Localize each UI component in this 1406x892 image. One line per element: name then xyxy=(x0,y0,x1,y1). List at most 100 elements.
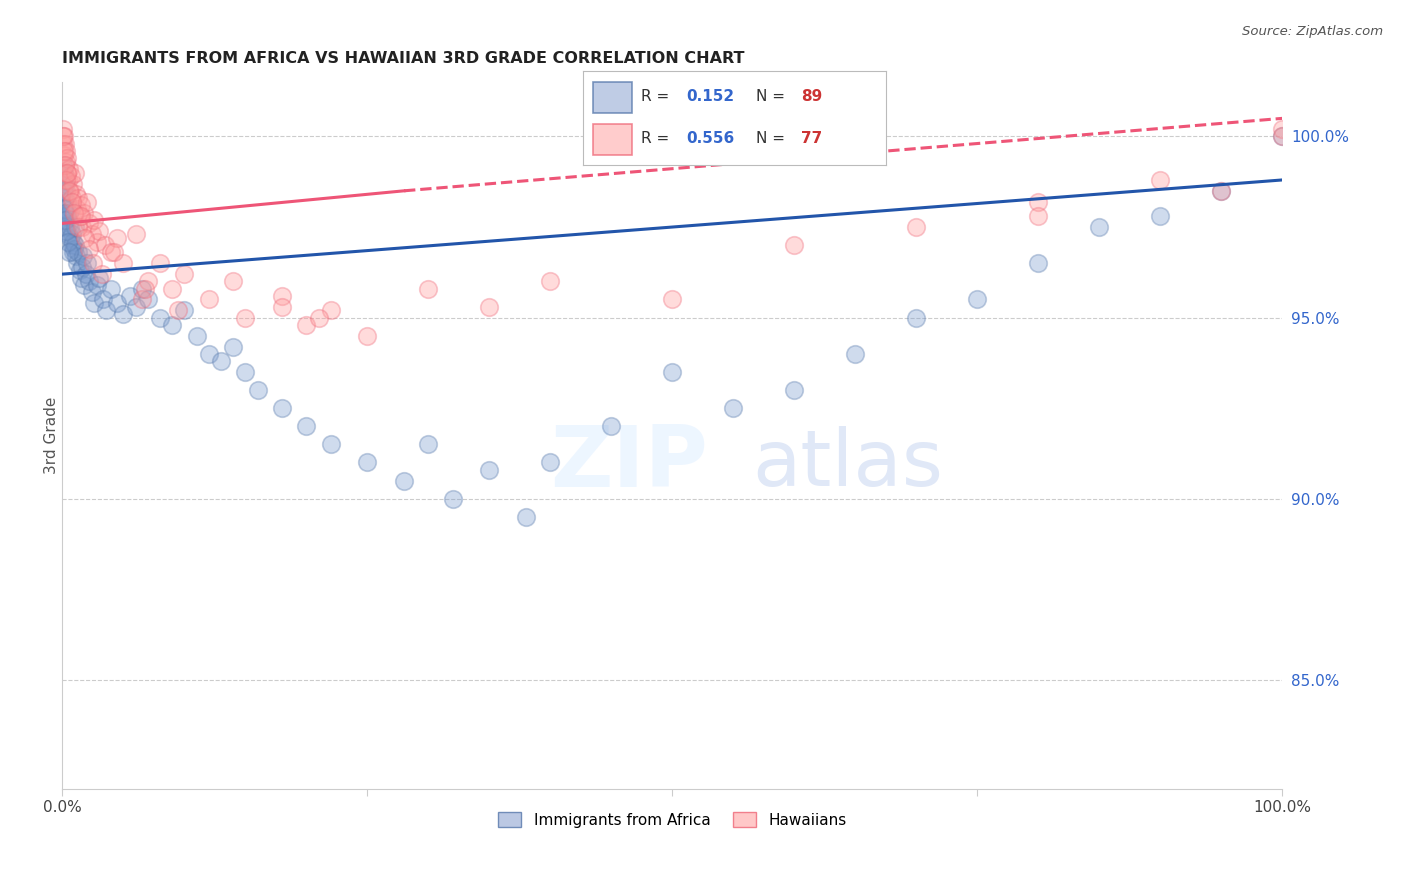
Text: 77: 77 xyxy=(801,131,823,146)
Point xyxy=(80,227,103,242)
Point xyxy=(52,166,75,180)
Point xyxy=(79,274,101,288)
Point xyxy=(73,277,96,292)
Point xyxy=(63,220,86,235)
Text: R =: R = xyxy=(641,89,673,104)
Point xyxy=(63,242,86,256)
Point xyxy=(136,293,159,307)
Point xyxy=(783,238,806,252)
Point xyxy=(56,209,79,223)
Point xyxy=(105,296,128,310)
Point xyxy=(661,293,683,307)
Text: N =: N = xyxy=(756,131,790,146)
Point xyxy=(55,144,77,158)
Point xyxy=(59,231,82,245)
Point xyxy=(60,227,83,242)
Point xyxy=(87,270,110,285)
Point xyxy=(83,212,105,227)
Point xyxy=(136,274,159,288)
Point xyxy=(53,191,76,205)
Point xyxy=(55,202,77,216)
Point xyxy=(167,303,190,318)
Point xyxy=(905,220,928,235)
Point xyxy=(271,300,294,314)
Point xyxy=(76,256,98,270)
Point xyxy=(271,401,294,416)
Point xyxy=(319,303,342,318)
Point xyxy=(69,263,91,277)
Point xyxy=(418,282,440,296)
Point xyxy=(65,187,87,202)
Point xyxy=(966,293,988,307)
Point xyxy=(52,129,75,144)
Point xyxy=(235,365,257,379)
Point xyxy=(58,216,80,230)
Point xyxy=(1088,220,1111,235)
Point xyxy=(295,318,318,332)
Point xyxy=(1271,129,1294,144)
Point xyxy=(209,354,232,368)
Point xyxy=(173,303,195,318)
Point xyxy=(75,231,97,245)
Point xyxy=(63,166,86,180)
Point xyxy=(441,491,464,506)
Point xyxy=(59,220,82,235)
Text: 0.556: 0.556 xyxy=(686,131,734,146)
Point xyxy=(91,293,114,307)
Point xyxy=(1271,129,1294,144)
Point xyxy=(100,282,122,296)
Text: Source: ZipAtlas.com: Source: ZipAtlas.com xyxy=(1243,25,1384,38)
Point xyxy=(222,340,245,354)
Point xyxy=(59,184,82,198)
Point xyxy=(60,238,83,252)
Point xyxy=(392,474,415,488)
Point xyxy=(70,260,93,274)
Point xyxy=(75,267,97,281)
Point xyxy=(52,144,75,158)
Point xyxy=(62,235,84,249)
Point xyxy=(1149,209,1171,223)
Point xyxy=(1211,184,1233,198)
Point xyxy=(53,136,76,151)
Point xyxy=(83,296,105,310)
Point xyxy=(52,184,75,198)
Point xyxy=(80,285,103,300)
Point xyxy=(149,256,172,270)
Point xyxy=(295,419,318,434)
Point xyxy=(131,293,153,307)
Point xyxy=(198,293,221,307)
Point xyxy=(66,220,89,235)
Point xyxy=(96,303,118,318)
Y-axis label: 3rd Grade: 3rd Grade xyxy=(44,397,59,474)
Text: atlas: atlas xyxy=(752,425,943,501)
Point xyxy=(55,224,77,238)
Point xyxy=(540,455,562,469)
Text: R =: R = xyxy=(641,131,673,146)
Point xyxy=(87,224,110,238)
Point xyxy=(55,154,77,169)
Point xyxy=(53,209,76,223)
Point xyxy=(60,202,83,216)
Point xyxy=(70,209,93,223)
Point xyxy=(235,310,257,325)
Point xyxy=(77,242,100,256)
Point xyxy=(70,220,93,235)
Point xyxy=(271,289,294,303)
Point xyxy=(1271,122,1294,136)
Point xyxy=(1028,209,1050,223)
Point xyxy=(52,136,75,151)
Point xyxy=(186,328,208,343)
Point xyxy=(131,282,153,296)
Point xyxy=(844,347,866,361)
Point xyxy=(72,249,94,263)
Text: ZIP: ZIP xyxy=(551,422,709,505)
Point xyxy=(112,307,135,321)
Point xyxy=(52,129,75,144)
Point xyxy=(52,158,75,172)
Text: N =: N = xyxy=(756,89,790,104)
Point xyxy=(67,245,90,260)
Point xyxy=(540,274,562,288)
Point xyxy=(600,419,623,434)
Point xyxy=(53,169,76,184)
Point xyxy=(60,194,83,209)
